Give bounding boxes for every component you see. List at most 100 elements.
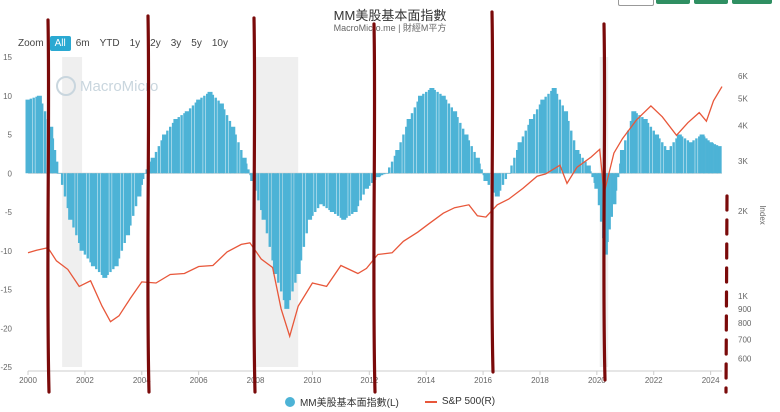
top-button-4[interactable] — [732, 0, 772, 4]
index-bar — [36, 95, 42, 174]
index-bar — [498, 173, 502, 191]
zoom-option-1y[interactable]: 1y — [129, 38, 141, 49]
index-bar — [572, 140, 576, 174]
index-bar — [550, 90, 553, 174]
index-bar — [166, 130, 169, 174]
index-bar — [707, 140, 710, 174]
index-bar — [483, 173, 489, 181]
index-bar — [113, 173, 119, 267]
index-bar — [413, 107, 417, 174]
index-bar — [676, 134, 682, 174]
y-right-tick: 1K — [738, 292, 748, 301]
y-right-axis-label: Index — [758, 205, 767, 225]
index-bar — [132, 173, 135, 216]
index-bar — [90, 173, 96, 267]
index-bar — [359, 173, 362, 201]
index-bar — [716, 146, 722, 174]
index-bar — [268, 173, 271, 247]
index-bar — [194, 102, 198, 174]
zoom-option-3y[interactable]: 3y — [170, 38, 182, 49]
top-button-1[interactable] — [618, 0, 654, 6]
index-bar — [223, 109, 226, 174]
index-bar — [452, 111, 458, 174]
index-bar — [184, 111, 190, 174]
index-bar — [291, 173, 294, 292]
index-bar — [383, 173, 386, 175]
index-bar — [641, 117, 644, 174]
index-bar — [72, 173, 75, 228]
legend-item-index[interactable]: MM美股基本面指數(L) — [284, 394, 399, 409]
index-bar — [683, 138, 687, 174]
zoom-option-5y[interactable]: 5y — [191, 38, 202, 49]
index-bar — [60, 173, 64, 185]
index-bar — [363, 173, 369, 189]
index-bar — [370, 173, 374, 183]
index-bar — [378, 173, 382, 177]
index-bar — [608, 173, 611, 230]
y-right-tick: 4K — [738, 122, 748, 131]
index-bar — [149, 161, 153, 174]
index-bar — [629, 120, 633, 174]
legend-item-sp500[interactable]: S&P 500(R) — [424, 394, 496, 409]
index-bar — [109, 173, 112, 273]
index-bar — [322, 173, 326, 207]
index-bar — [68, 173, 74, 220]
index-bar — [429, 88, 435, 174]
top-button-2[interactable] — [656, 0, 690, 4]
index-bar — [154, 151, 158, 174]
index-bar — [241, 157, 247, 174]
y-right-tick: 3K — [738, 157, 748, 166]
index-bar — [53, 150, 57, 174]
index-bar — [261, 173, 267, 220]
index-bar — [593, 173, 596, 183]
index-bar — [410, 113, 414, 174]
index-bar — [41, 103, 44, 174]
index-bar — [487, 173, 490, 185]
index-bar — [506, 173, 512, 174]
index-bar — [375, 173, 381, 178]
overlay-mark — [490, 10, 495, 374]
index-bar — [504, 173, 508, 180]
index-bar — [271, 173, 274, 261]
overlay-mark — [602, 22, 607, 382]
legend-dot-icon — [284, 396, 295, 407]
index-bar — [533, 114, 536, 174]
index-bar — [318, 173, 324, 205]
x-axis-tick: 2004 — [133, 376, 151, 385]
zoom-option-10y[interactable]: 10y — [211, 38, 228, 49]
index-bar — [715, 145, 719, 174]
index-bar — [173, 119, 179, 174]
zoom-option-all[interactable]: All — [49, 36, 71, 51]
index-bar — [642, 119, 648, 174]
index-bar — [77, 173, 81, 243]
index-bar — [140, 173, 143, 185]
index-bar — [272, 173, 278, 274]
index-bar — [341, 173, 347, 220]
index-bar — [129, 173, 132, 226]
index-bar — [584, 161, 587, 174]
watermark-text: MacroMicro — [80, 78, 158, 95]
zoom-option-ytd[interactable]: YTD — [99, 38, 120, 49]
x-axis-tick: 2002 — [76, 376, 94, 385]
index-bar — [160, 140, 163, 174]
y-left-tick: -25 — [0, 363, 12, 372]
index-bar — [136, 173, 142, 197]
index-bar — [665, 150, 671, 174]
legend-label-sp500: S&P 500(R) — [441, 396, 496, 407]
index-bar — [205, 93, 209, 174]
index-bar — [619, 163, 622, 174]
index-bar — [535, 109, 539, 174]
index-bar — [461, 128, 465, 174]
index-bar — [597, 173, 601, 206]
index-bar — [669, 146, 673, 174]
index-bar — [294, 173, 297, 283]
top-button-3[interactable] — [694, 0, 728, 4]
index-bar — [561, 105, 564, 174]
index-bar — [631, 111, 637, 174]
index-bar — [66, 173, 70, 209]
zoom-option-6m[interactable]: 6m — [75, 38, 90, 49]
zoom-option-2y[interactable]: 2y — [150, 38, 161, 49]
index-bar — [463, 134, 469, 174]
index-bar — [188, 108, 192, 174]
index-bar — [380, 173, 384, 176]
